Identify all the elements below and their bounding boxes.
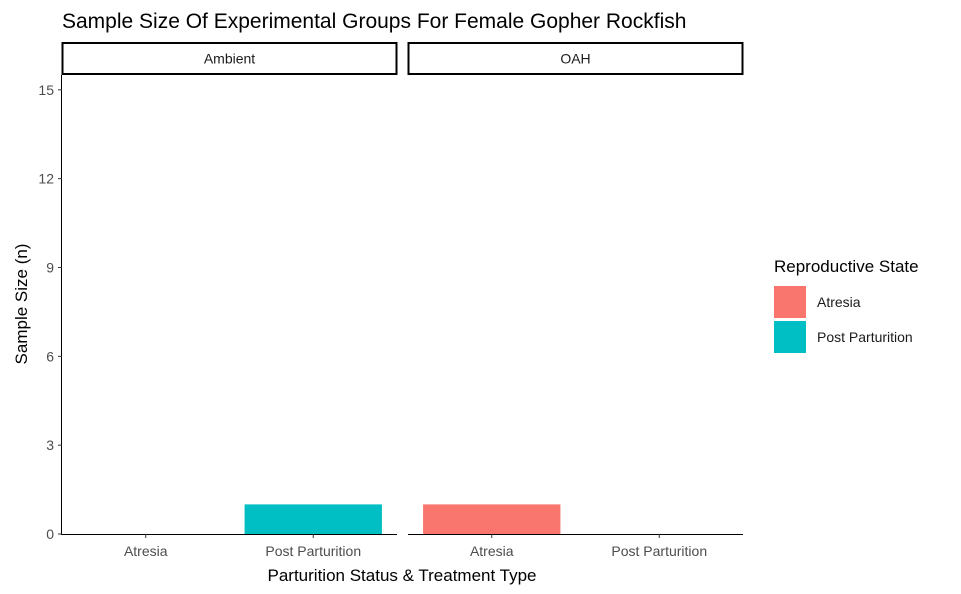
x-tick-label: Atresia — [124, 543, 168, 559]
legend-title: Reproductive State — [774, 257, 919, 276]
legend-entries: Atresia Post Parturition — [774, 286, 913, 353]
facet-strip-label: Ambient — [204, 51, 255, 67]
legend-label: Post Parturition — [817, 329, 913, 345]
facet-strip-label: OAH — [560, 51, 590, 67]
facet-strip — [61, 42, 398, 75]
legend-label: Atresia — [817, 294, 861, 310]
legend-key — [774, 321, 806, 353]
bar — [423, 504, 561, 534]
y-tick-label: 9 — [46, 259, 54, 275]
x-axis-title: Parturition Status & Treatment Type — [268, 566, 537, 585]
facet-panel-oah: OAH Atresia Post Parturition — [407, 42, 744, 559]
y-axis-title: Sample Size (n) — [12, 244, 31, 365]
y-tick-label: 0 — [46, 526, 54, 542]
y-tick-label: 15 — [38, 82, 54, 98]
facet-strip — [407, 42, 744, 75]
legend: Reproductive State Atresia Post Parturiti… — [774, 257, 919, 353]
chart-title: Sample Size Of Experimental Groups For F… — [62, 10, 686, 33]
x-tick-label: Atresia — [470, 543, 514, 559]
facet-panel-ambient: Ambient Atresia Post Parturition — [61, 42, 398, 559]
facet-panels: Ambient Atresia Post Parturition OAH Atresia… — [61, 42, 744, 559]
y-tick-label: 12 — [38, 171, 54, 187]
bar — [244, 504, 382, 534]
x-tick-label: Post Parturition — [611, 543, 707, 559]
legend-key — [774, 286, 806, 318]
y-tick-label: 3 — [46, 437, 54, 453]
y-tick-label: 6 — [46, 348, 54, 364]
x-tick-label: Post Parturition — [265, 543, 361, 559]
y-axis: 0 3 6 9 12 15 — [38, 75, 62, 542]
